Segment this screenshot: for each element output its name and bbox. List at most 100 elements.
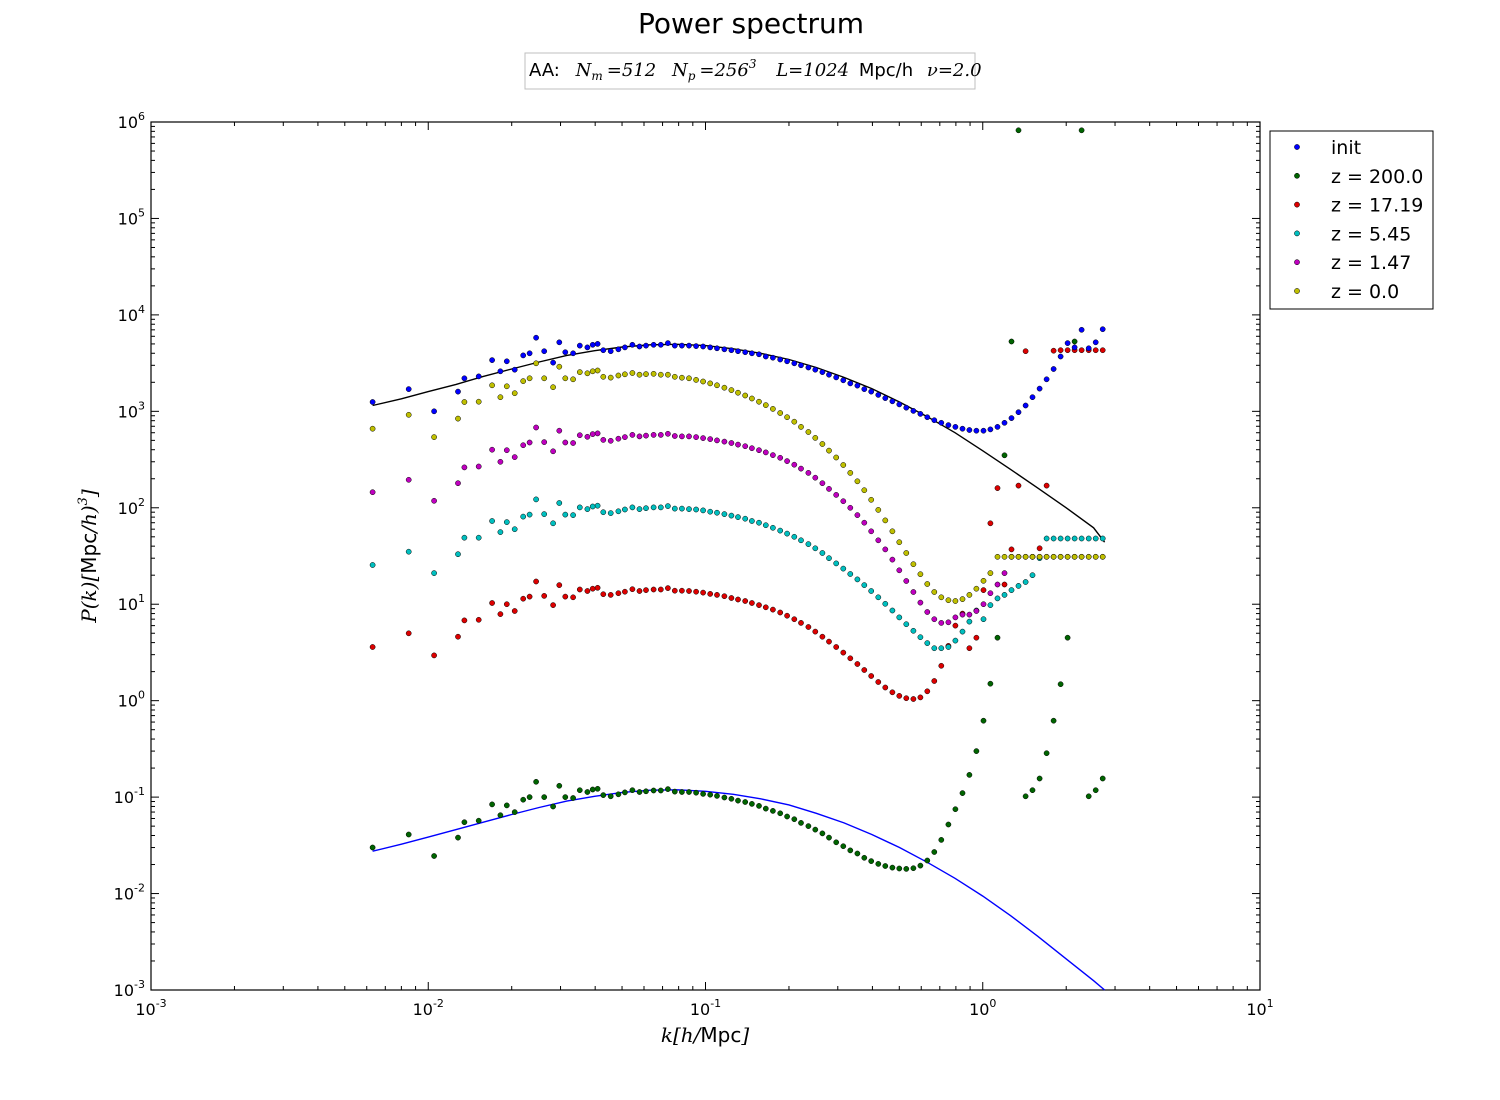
data-point <box>714 592 720 598</box>
data-point <box>826 638 832 645</box>
data-point <box>1001 570 1008 576</box>
data-point <box>889 528 896 535</box>
data-point <box>1057 681 1064 688</box>
data-point <box>826 371 832 378</box>
data-point <box>770 354 776 361</box>
data-point <box>1092 339 1099 346</box>
data-point <box>994 581 1001 588</box>
data-point <box>728 387 735 393</box>
data-point <box>861 854 868 861</box>
data-point <box>770 524 776 531</box>
data-point <box>910 589 917 595</box>
data-point <box>756 351 762 358</box>
data-point <box>798 465 804 472</box>
data-point <box>1029 787 1036 794</box>
data-point <box>475 463 482 470</box>
y-tick-label: 102 <box>118 496 145 518</box>
data-point <box>777 356 784 363</box>
data-point <box>431 408 437 415</box>
data-point <box>511 608 518 614</box>
data-point <box>847 380 854 387</box>
data-point <box>541 511 548 517</box>
data-point <box>550 803 556 810</box>
data-point <box>615 346 622 353</box>
data-point <box>805 470 812 476</box>
legend-marker <box>1294 172 1300 179</box>
data-point <box>791 418 798 425</box>
data-point <box>791 616 798 623</box>
data-point <box>875 392 882 398</box>
data-point <box>1008 553 1015 560</box>
data-point <box>854 382 861 389</box>
data-point <box>1036 545 1043 552</box>
series-z-17-19 <box>369 347 1106 702</box>
data-point <box>541 794 548 800</box>
data-point <box>847 504 854 511</box>
data-point <box>749 518 755 524</box>
data-point <box>550 602 556 608</box>
data-point <box>679 374 685 381</box>
data-point <box>791 816 798 823</box>
data-point <box>994 485 1001 491</box>
data-point <box>987 602 994 608</box>
data-point <box>707 344 714 351</box>
data-point <box>959 596 966 602</box>
data-points <box>369 127 1106 872</box>
data-point <box>520 378 527 384</box>
data-point <box>1015 553 1022 560</box>
data-point <box>629 504 636 511</box>
data-point <box>1001 452 1008 459</box>
data-point <box>570 376 576 383</box>
data-point <box>980 616 987 623</box>
data-point <box>959 425 966 432</box>
data-point <box>938 419 945 426</box>
data-point <box>707 436 714 442</box>
data-point <box>636 343 643 350</box>
data-point <box>594 502 601 509</box>
data-point <box>714 437 720 444</box>
data-point <box>762 402 769 408</box>
data-point <box>707 508 714 515</box>
data-point <box>520 796 527 803</box>
data-point <box>819 550 826 556</box>
data-point <box>861 519 868 526</box>
data-point <box>431 497 437 504</box>
data-point <box>503 358 510 365</box>
data-point <box>812 435 819 441</box>
data-point <box>826 834 832 841</box>
data-point <box>1001 553 1008 560</box>
data-point <box>728 595 735 601</box>
data-point <box>742 392 749 399</box>
data-point <box>570 512 576 518</box>
data-point <box>570 795 576 801</box>
data-point <box>973 608 980 614</box>
data-point <box>854 512 861 518</box>
data-point <box>854 478 861 485</box>
data-point <box>369 844 376 851</box>
data-point <box>1092 787 1099 794</box>
data-point <box>728 347 735 354</box>
data-point <box>607 374 614 381</box>
data-point <box>600 437 607 443</box>
data-point <box>1064 634 1071 641</box>
data-point <box>511 454 518 460</box>
data-point <box>1057 535 1064 542</box>
data-point <box>584 588 591 594</box>
legend-marker <box>1294 144 1300 150</box>
data-point <box>1078 535 1085 542</box>
data-point <box>987 426 994 433</box>
data-point <box>431 434 437 440</box>
y-tick-label: 101 <box>118 592 145 614</box>
data-point <box>721 346 728 353</box>
data-point <box>526 511 533 518</box>
data-point <box>570 594 576 601</box>
data-point <box>405 386 412 392</box>
data-point <box>882 684 889 691</box>
data-point <box>1064 347 1071 354</box>
data-point <box>721 438 728 445</box>
data-point <box>576 504 583 511</box>
data-point <box>1085 345 1092 352</box>
data-point <box>973 585 980 592</box>
data-point <box>455 480 461 487</box>
data-point <box>1057 553 1064 560</box>
